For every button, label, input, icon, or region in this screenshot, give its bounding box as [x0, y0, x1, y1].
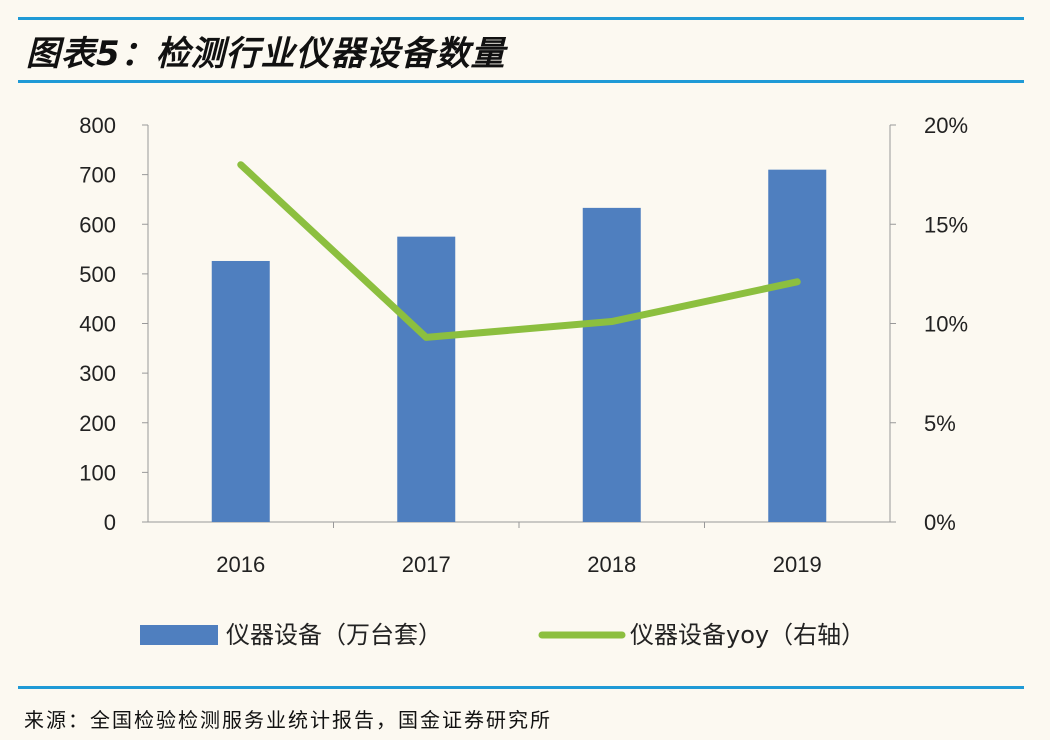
chart: 0 100 200 300 400 500 600 700 800 0% 5% 10% 15% 20% 20… — [79, 113, 968, 649]
bar-2018 — [582, 207, 641, 522]
bar-2019 — [768, 169, 827, 522]
chart-title: 图表5：检测行业仪器设备数量 — [26, 34, 506, 74]
yoy-line — [237, 161, 801, 341]
yoy-point-2016 — [239, 163, 242, 166]
left-tick-label: 800 — [79, 113, 116, 138]
right-tick-label: 15% — [924, 212, 968, 237]
yoy-point-2018 — [610, 320, 613, 323]
right-tick-label: 0% — [924, 510, 956, 535]
legend-bar-swatch — [140, 625, 218, 645]
x-tick-label: 2019 — [773, 552, 822, 577]
yoy-point-2017 — [425, 336, 428, 339]
left-tick-label: 100 — [79, 460, 116, 485]
left-tick-label: 600 — [79, 212, 116, 237]
x-tick-label: 2018 — [587, 552, 636, 577]
left-tick-label: 500 — [79, 262, 116, 287]
right-tick-label: 5% — [924, 411, 956, 436]
top-rule — [18, 17, 1024, 20]
bar-2016 — [211, 260, 270, 522]
right-tick-label: 10% — [924, 312, 968, 337]
legend-line-label: 仪器设备yoy（右轴） — [630, 621, 865, 649]
x-tick-label: 2017 — [402, 552, 451, 577]
left-tick-label: 200 — [79, 411, 116, 436]
left-tick-label: 0 — [104, 510, 116, 535]
x-tick-label: 2016 — [216, 552, 265, 577]
yoy-point-2019 — [796, 280, 799, 283]
left-tick-label: 300 — [79, 361, 116, 386]
left-tick-label: 700 — [79, 163, 116, 188]
source-note: 来源：全国检验检测服务业统计报告，国金证券研究所 — [24, 708, 552, 732]
bar-2017 — [397, 236, 456, 522]
left-tick-label: 400 — [79, 312, 116, 337]
bottom-rule — [18, 686, 1024, 689]
right-tick-label: 20% — [924, 113, 968, 138]
title-rule — [18, 80, 1024, 83]
legend-bar-label: 仪器设备（万台套） — [226, 621, 442, 649]
